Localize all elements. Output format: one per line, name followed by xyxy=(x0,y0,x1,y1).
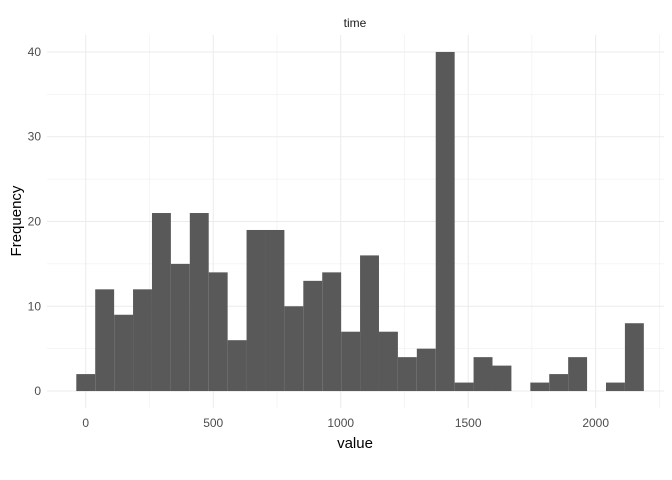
histogram-bar xyxy=(549,374,569,392)
histogram-bar xyxy=(265,229,285,392)
histogram-bar xyxy=(246,229,266,392)
y-tick-label: 30 xyxy=(28,130,42,144)
histogram-bar xyxy=(133,289,152,392)
y-tick-label: 10 xyxy=(28,299,42,313)
histogram-bar xyxy=(189,213,209,392)
histogram-bar xyxy=(605,382,625,392)
histogram-bar xyxy=(76,374,96,392)
histogram-bar xyxy=(227,340,247,392)
histogram-bar xyxy=(416,348,436,392)
histogram-bar xyxy=(530,382,550,392)
y-tick-label: 40 xyxy=(28,45,42,59)
histogram-bar xyxy=(322,272,342,392)
histogram-bar xyxy=(397,357,417,392)
bars xyxy=(76,51,644,392)
x-axis-label: value xyxy=(337,435,373,452)
histogram-bar xyxy=(151,213,171,392)
x-tick-label: 1500 xyxy=(455,416,482,430)
histogram-bar xyxy=(95,289,115,392)
histogram-bar xyxy=(208,272,228,392)
histogram-bar xyxy=(170,263,190,392)
chart-title: time xyxy=(344,16,367,30)
x-axis-ticks: 0 500 1000 1500 2000 xyxy=(82,416,609,430)
histogram-bar xyxy=(473,357,493,392)
histogram-bar xyxy=(435,51,455,392)
y-axis-ticks: 0 10 20 30 40 xyxy=(28,45,42,398)
histogram-bar xyxy=(341,331,361,392)
histogram-bar xyxy=(114,314,134,392)
histogram-bar xyxy=(624,323,644,392)
histogram-bar xyxy=(360,255,379,392)
histogram-bar xyxy=(568,357,588,392)
histogram-bar xyxy=(284,306,304,392)
histogram-bar xyxy=(378,331,398,392)
histogram-bar xyxy=(454,382,474,392)
x-tick-label: 2000 xyxy=(582,416,609,430)
y-tick-label: 20 xyxy=(28,215,42,229)
histogram-bar xyxy=(303,280,323,392)
y-axis-label: Frequency xyxy=(8,185,25,256)
histogram-bar xyxy=(492,365,512,392)
y-tick-label: 0 xyxy=(34,384,41,398)
x-tick-label: 500 xyxy=(203,416,223,430)
x-tick-label: 0 xyxy=(82,416,89,430)
x-tick-label: 1000 xyxy=(327,416,354,430)
